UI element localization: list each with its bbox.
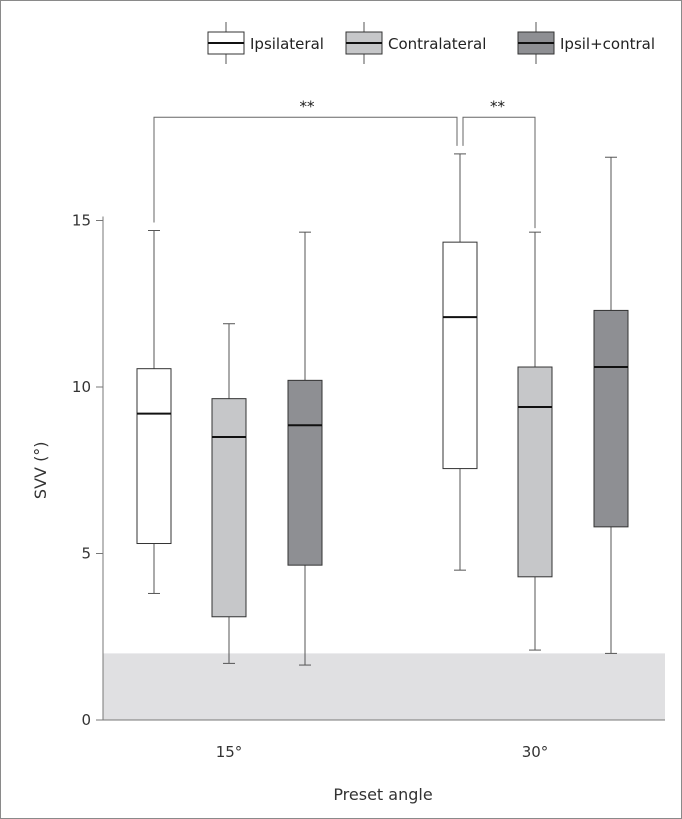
shaded-reference-band [103, 653, 665, 720]
y-tick-label-15: 15 [72, 212, 91, 230]
y-tick-label-10: 10 [72, 378, 91, 396]
box-ipsil-contral-0-iqr [287, 379, 323, 566]
box-ipsilateral-1-iqr [442, 241, 478, 470]
legend-ipsil-contral-label: Ipsil+contral [560, 35, 655, 53]
legend-contralateral-label: Contralateral [388, 35, 486, 53]
x-tick-label-1: 30° [522, 743, 549, 761]
box-contralateral-0-iqr [211, 398, 247, 618]
significance-bracket-0 [153, 116, 458, 223]
x-axis-title: Preset angle [333, 785, 432, 804]
significance-label-0: ** [300, 97, 316, 115]
box-ipsilateral-0-iqr [136, 368, 172, 545]
legend-ipsilateral-label: Ipsilateral [250, 35, 324, 53]
y-axis-title: SVV (°) [31, 441, 50, 499]
x-tick-label-0: 15° [216, 743, 243, 761]
box-ipsil-contral-1-iqr [593, 309, 629, 528]
significance-bracket-1 [462, 116, 536, 229]
y-tick-label-5: 5 [81, 545, 91, 563]
significance-label-1: ** [490, 97, 506, 115]
box-contralateral-1-iqr [517, 366, 553, 578]
y-tick-label-0: 0 [81, 711, 91, 729]
